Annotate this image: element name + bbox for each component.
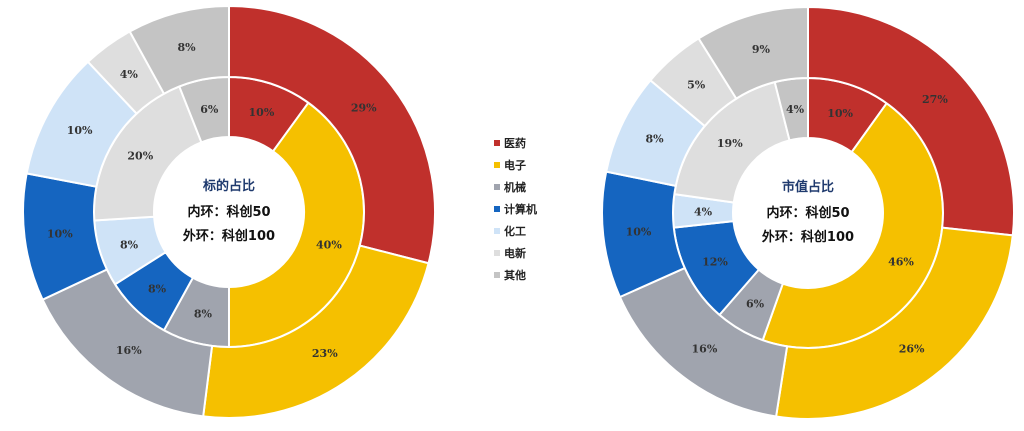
inner-ring-label-4: 4%	[694, 205, 713, 218]
outer-ring-label-3: 10%	[626, 226, 652, 239]
donut-slices	[601, 5, 1015, 420]
inner-ring-label-6: 6%	[200, 103, 219, 116]
donut-value-labels: 10% 46% 6% 12% 4% 19% 4% 27% 26% 16% 10% 8% 5% 9%	[626, 43, 949, 355]
outer-ring-label-1: 26%	[899, 342, 925, 355]
inner-ring-label-1: 40%	[316, 238, 342, 251]
donut-chart-market-cap-share: 10% 46% 6% 12% 4% 19% 4% 27% 26% 16% 10% 8% 5% 9% 市值占…	[601, 5, 1015, 420]
legend-label-5: 电新	[504, 246, 526, 260]
outer-ring-label-5: 5%	[687, 78, 706, 91]
outer-ring-label-0: 27%	[922, 93, 948, 106]
donut-slices	[22, 4, 436, 419]
outer-ring-slice-1	[774, 226, 1014, 420]
outer-ring-label-0: 29%	[351, 102, 377, 115]
inner-ring-label-0: 10%	[249, 106, 275, 119]
outer-ring-slice-0	[228, 4, 436, 265]
legend-swatch-2	[494, 184, 500, 190]
legend-label-0: 医药	[504, 136, 526, 150]
inner-ring-label-5: 20%	[127, 150, 153, 163]
donut-chart-target-share: 10% 40% 8% 8% 8% 20% 6% 29% 23% 16% 10% 10% 4% 8% 标的占…	[22, 4, 436, 419]
center-line-inner: 内环：科创50	[766, 205, 849, 221]
outer-ring-slice-6	[697, 5, 809, 100]
legend-swatch-3	[494, 206, 500, 212]
outer-ring-label-6: 8%	[178, 41, 197, 54]
inner-ring-label-3: 8%	[148, 283, 167, 296]
inner-ring-label-0: 10%	[827, 107, 853, 120]
legend-label-6: 其他	[504, 268, 526, 282]
outer-ring-label-2: 16%	[116, 344, 142, 357]
center-line-outer: 外环：科创100	[761, 229, 854, 245]
donut-hole	[154, 137, 304, 287]
legend-swatch-5	[494, 250, 500, 256]
outer-ring-label-4: 10%	[67, 124, 93, 137]
legend-swatch-6	[494, 272, 500, 278]
legend-label-1: 电子	[504, 158, 526, 172]
inner-ring-label-2: 6%	[746, 298, 765, 311]
outer-ring-label-5: 4%	[120, 68, 139, 81]
outer-ring-label-2: 16%	[692, 342, 718, 355]
outer-ring-label-6: 9%	[752, 43, 771, 56]
inner-ring-label-6: 4%	[786, 103, 805, 116]
outer-ring-label-3: 10%	[47, 227, 73, 240]
inner-ring-label-1: 46%	[888, 256, 914, 269]
outer-ring-label-1: 23%	[312, 347, 338, 360]
inner-ring-label-3: 12%	[702, 256, 728, 269]
legend-swatch-0	[494, 140, 500, 146]
chart-title: 标的占比	[202, 178, 255, 194]
outer-ring-slice-6	[128, 4, 230, 96]
center-line-inner: 内环：科创50	[187, 204, 270, 220]
donut-hole	[733, 138, 883, 288]
inner-ring-label-2: 8%	[194, 308, 213, 321]
legend-label-3: 计算机	[504, 202, 537, 216]
legend-label-2: 机械	[504, 180, 526, 194]
legend-label-4: 化工	[504, 224, 526, 238]
inner-ring-label-5: 19%	[717, 137, 743, 150]
donut-value-labels: 10% 40% 8% 8% 8% 20% 6% 29% 23% 16% 10% 10% 4% 8%	[47, 41, 377, 360]
chart-title: 市值占比	[782, 179, 834, 195]
center-line-outer: 外环：科创100	[182, 228, 275, 244]
legend-swatch-4	[494, 228, 500, 234]
legend-swatch-1	[494, 162, 500, 168]
outer-ring-slice-0	[807, 5, 1015, 237]
inner-ring-label-4: 8%	[120, 238, 139, 251]
outer-ring-label-4: 8%	[645, 133, 664, 146]
